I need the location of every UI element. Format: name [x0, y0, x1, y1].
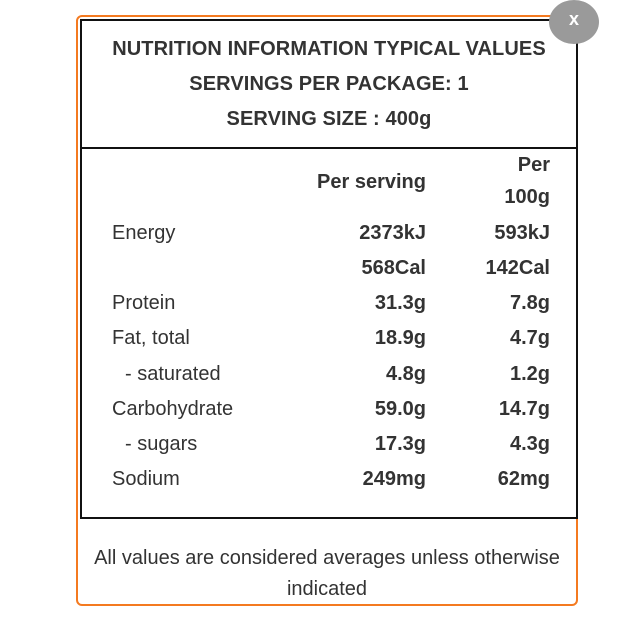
energy-kj-100g: 593kJ: [494, 222, 550, 244]
row-label-sugars: - sugars: [125, 433, 198, 455]
row-label-carbohydrate: Carbohydrate: [112, 398, 234, 420]
fat-total-serving: 18.9g: [374, 327, 426, 349]
row-label-sodium: Sodium: [112, 468, 180, 490]
fat-total-100g: 4.7g: [509, 327, 550, 349]
saturated-100g: 1.2g: [509, 363, 550, 385]
header-title: NUTRITION INFORMATION TYPICAL VALUES: [112, 38, 546, 60]
energy-cal-serving: 568Cal: [361, 257, 427, 279]
protein-100g: 7.8g: [509, 292, 550, 314]
sodium-serving: 249mg: [362, 468, 426, 490]
nutrition-modal: NUTRITION INFORMATION TYPICAL VALUES SER…: [76, 15, 578, 606]
carbohydrate-serving: 59.0g: [374, 398, 426, 420]
protein-serving: 31.3g: [374, 292, 426, 314]
row-label-protein: Protein: [112, 292, 176, 314]
saturated-serving: 4.8g: [385, 363, 426, 385]
nutrition-panel: NUTRITION INFORMATION TYPICAL VALUES SER…: [80, 19, 578, 519]
energy-cal-100g: 142Cal: [485, 257, 551, 279]
row-label-energy: Energy: [112, 222, 176, 244]
column-header-per-100g-line1: Per: [517, 154, 550, 176]
header-serving-size: SERVING SIZE : 400g: [226, 108, 432, 130]
sugars-serving: 17.3g: [374, 433, 426, 455]
averages-disclaimer: All values are considered averages unles…: [94, 547, 560, 600]
sodium-100g: 62mg: [497, 468, 550, 490]
carbohydrate-100g: 14.7g: [498, 398, 550, 420]
column-header-per-100g-line2: 100g: [504, 186, 550, 208]
row-label-saturated: - saturated: [125, 363, 221, 385]
energy-kj-serving: 2373kJ: [359, 222, 426, 244]
close-button[interactable]: x: [549, 0, 599, 44]
nutrition-header: NUTRITION INFORMATION TYPICAL VALUES SER…: [82, 21, 576, 149]
row-label-fat-total: Fat, total: [112, 327, 190, 349]
column-header-per-serving: Per serving: [317, 171, 426, 193]
close-icon: x: [568, 9, 579, 29]
header-servings: SERVINGS PER PACKAGE: 1: [189, 73, 469, 95]
sugars-100g: 4.3g: [509, 433, 550, 455]
